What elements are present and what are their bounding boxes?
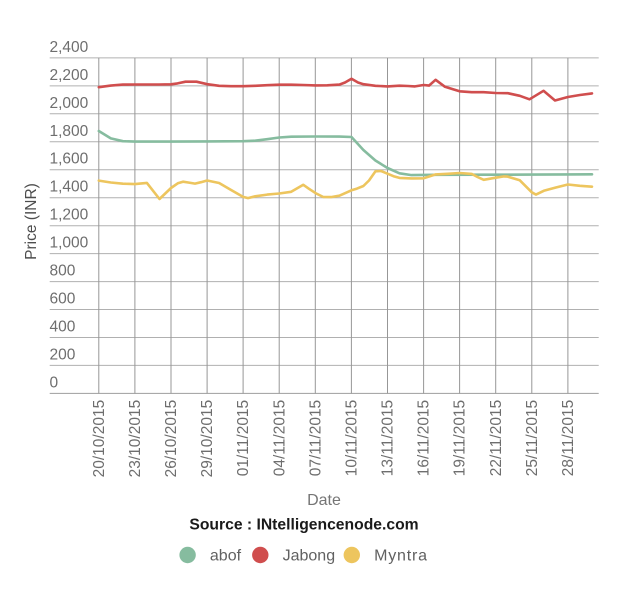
svg-text:Myntra: Myntra <box>374 547 428 564</box>
svg-text:1,400: 1,400 <box>50 179 89 196</box>
svg-text:13/11/2015: 13/11/2015 <box>380 400 397 476</box>
svg-text:1,000: 1,000 <box>50 235 89 252</box>
svg-text:01/11/2015: 01/11/2015 <box>235 400 252 476</box>
svg-text:28/11/2015: 28/11/2015 <box>560 400 577 476</box>
svg-text:04/11/2015: 04/11/2015 <box>271 400 288 476</box>
svg-text:23/10/2015: 23/10/2015 <box>127 400 144 478</box>
svg-text:Price (INR): Price (INR) <box>23 183 40 260</box>
svg-text:1,200: 1,200 <box>50 207 89 224</box>
svg-text:Source : INtelligencenode.com: Source : INtelligencenode.com <box>189 517 418 534</box>
svg-text:07/11/2015: 07/11/2015 <box>307 400 324 476</box>
svg-text:800: 800 <box>50 263 76 280</box>
svg-text:22/11/2015: 22/11/2015 <box>488 400 505 476</box>
svg-text:1,600: 1,600 <box>50 151 89 168</box>
svg-text:26/10/2015: 26/10/2015 <box>163 400 180 478</box>
svg-text:20/10/2015: 20/10/2015 <box>91 400 108 478</box>
svg-text:29/10/2015: 29/10/2015 <box>199 400 216 478</box>
svg-text:25/11/2015: 25/11/2015 <box>524 400 541 476</box>
svg-text:Date: Date <box>307 492 341 509</box>
svg-text:1,800: 1,800 <box>50 123 89 140</box>
svg-text:400: 400 <box>50 319 76 336</box>
svg-text:16/11/2015: 16/11/2015 <box>416 400 433 476</box>
svg-text:200: 200 <box>50 346 76 363</box>
svg-text:10/11/2015: 10/11/2015 <box>344 400 361 476</box>
svg-text:abof: abof <box>210 547 242 564</box>
svg-text:0: 0 <box>50 374 59 391</box>
svg-text:2,000: 2,000 <box>50 95 89 112</box>
svg-text:2,200: 2,200 <box>50 67 89 84</box>
svg-text:600: 600 <box>50 291 76 308</box>
svg-text:2,400: 2,400 <box>50 39 89 56</box>
svg-text:Jabong: Jabong <box>283 547 336 564</box>
svg-text:19/11/2015: 19/11/2015 <box>452 400 469 476</box>
